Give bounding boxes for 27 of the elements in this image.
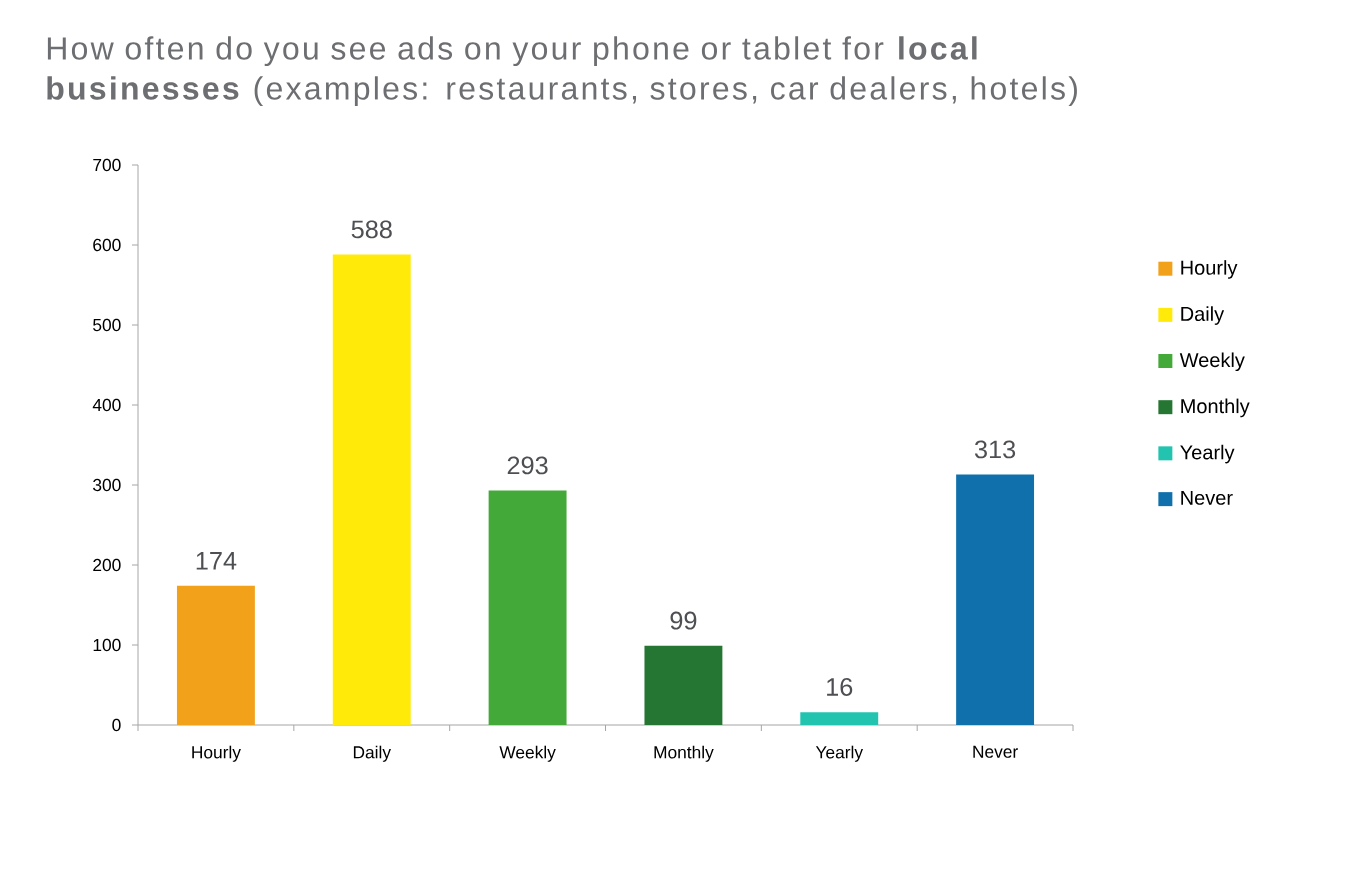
y-tick-label: 200	[93, 558, 121, 572]
y-tick-label: 0	[112, 718, 121, 732]
data-label: 174	[196, 552, 237, 570]
y-tick-label: 700	[93, 158, 121, 172]
x-tick-label: Monthly	[654, 745, 714, 762]
legend-label: Monthly	[1181, 398, 1250, 418]
x-tick-label: Daily	[353, 745, 391, 762]
data-label: 293	[507, 456, 548, 475]
x-tick-label: Yearly	[815, 745, 863, 762]
data-label: 313	[974, 440, 1016, 459]
legend-label: Hourly	[1181, 260, 1238, 279]
data-label: 16	[827, 677, 853, 696]
y-tick-label: 600	[93, 238, 121, 252]
legend-label: Never	[1181, 490, 1233, 505]
data-label: 99	[670, 611, 697, 630]
y-tick-label: 500	[93, 318, 121, 332]
legend-label: Yearly	[1180, 444, 1235, 464]
y-tick-label: 100	[93, 638, 121, 652]
x-tick-label: Never	[973, 745, 1018, 758]
x-tick-label: Weekly	[499, 745, 556, 762]
y-tick-label: 400	[92, 398, 121, 412]
y-tick-label: 300	[93, 478, 121, 492]
x-tick-label: Hourly	[192, 745, 241, 762]
chart-title: How often do you see ads on your phone or tablet for local businesses (examples: restaurants, stores, car dealers, hotels)	[47, 36, 1077, 107]
legend-label: Daily	[1181, 306, 1225, 325]
legend-label: Weekly	[1179, 352, 1245, 372]
data-label: 588	[351, 220, 392, 239]
